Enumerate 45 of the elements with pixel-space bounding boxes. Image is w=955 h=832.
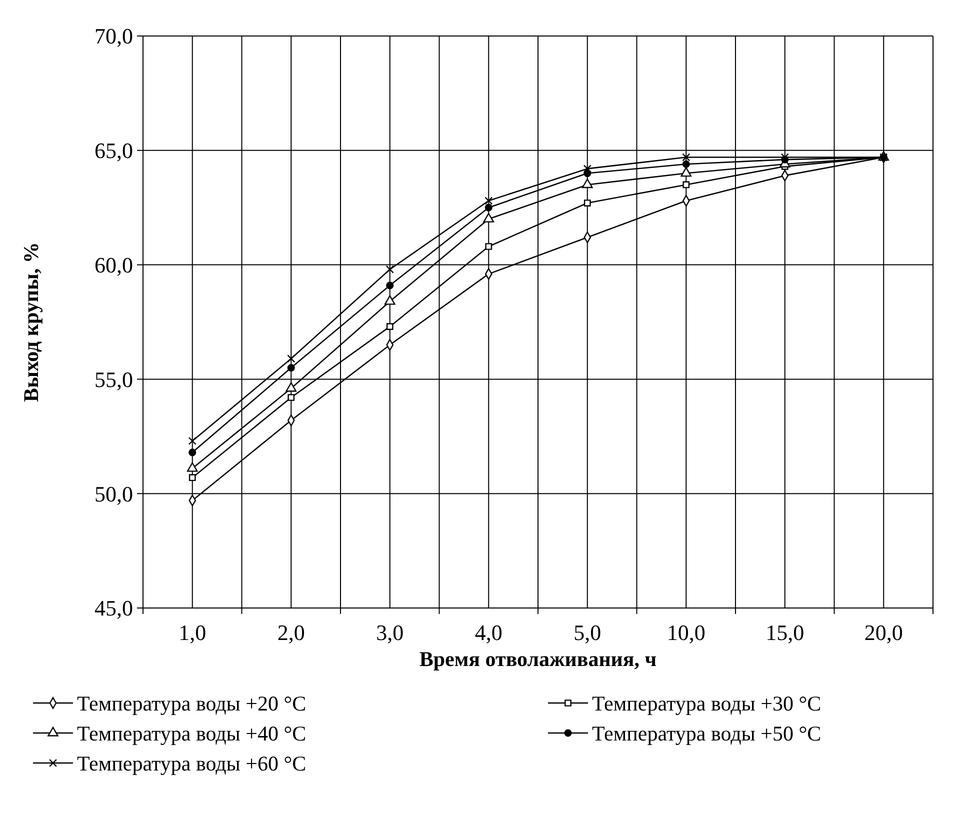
point xyxy=(682,153,690,162)
x-tick-label: 10,0 xyxy=(666,620,706,645)
y-tick-label: 65,0 xyxy=(94,138,133,164)
y-axis-title: Выход крупы, % xyxy=(19,242,43,402)
x-tick-label: 2,0 xyxy=(277,620,305,645)
point xyxy=(287,364,295,372)
x-tick-label: 4,0 xyxy=(474,620,502,645)
legend-label: Температура воды +30 °C xyxy=(592,691,822,716)
point xyxy=(286,382,297,392)
point xyxy=(188,436,196,445)
legend-label: Температура воды +20 °C xyxy=(77,691,306,716)
legend-label: Температура воды +60 °C xyxy=(77,751,306,776)
legend-label: Температура воды +40 °C xyxy=(77,721,306,746)
point xyxy=(484,196,493,205)
y-tick-label: 50,0 xyxy=(94,481,133,506)
point xyxy=(780,153,789,162)
point xyxy=(386,265,394,274)
x-tick-label: 20,0 xyxy=(864,620,903,645)
point xyxy=(188,448,196,456)
y-tick-label: 45,0 xyxy=(94,596,133,621)
y-tick-label: 60,0 xyxy=(94,252,133,278)
point xyxy=(682,181,690,188)
point xyxy=(485,243,492,250)
point xyxy=(583,164,592,173)
point xyxy=(188,474,196,482)
x-tick-label: 3,0 xyxy=(376,620,404,645)
x-tick-label: 15,0 xyxy=(766,620,804,645)
point xyxy=(582,178,593,188)
x-axis-title: Время отволаживания, ч xyxy=(419,647,657,671)
point xyxy=(682,160,690,168)
point xyxy=(288,394,295,401)
x-tick-label: 5,0 xyxy=(574,620,602,645)
point xyxy=(386,323,394,330)
point xyxy=(484,204,492,212)
point xyxy=(384,295,396,305)
x-tick-label: 1,0 xyxy=(178,620,206,645)
point xyxy=(680,167,692,177)
y-tick-label: 70,0 xyxy=(94,24,133,49)
legend-label: Температура воды +50 °C xyxy=(592,721,822,746)
point xyxy=(186,462,198,472)
point xyxy=(287,354,296,363)
y-tick-label: 55,0 xyxy=(94,366,133,392)
point xyxy=(584,200,591,206)
point xyxy=(386,282,394,290)
point xyxy=(483,212,494,222)
